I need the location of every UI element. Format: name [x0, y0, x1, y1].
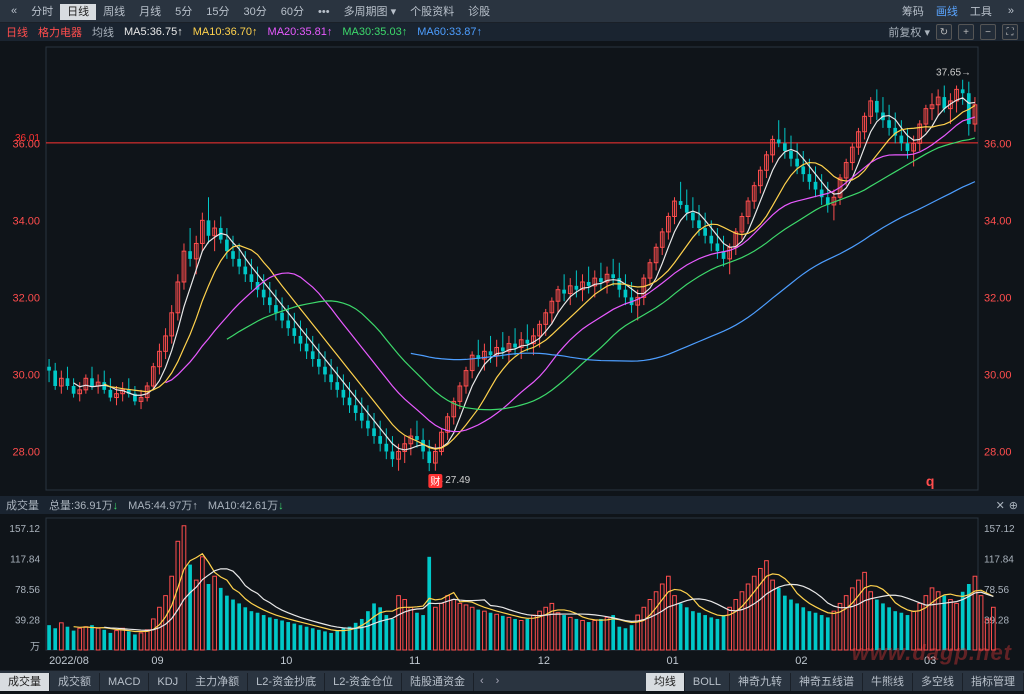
price-info-bar: 日线 格力电器 均线 MA5:36.75↑ MA10:36.70↑ MA20:3… — [0, 23, 1024, 41]
time-label: 11 — [409, 655, 420, 667]
svg-text:36.01: 36.01 — [15, 133, 40, 144]
adjust-mode-dropdown[interactable]: 前复权 ▾ — [888, 24, 930, 40]
svg-text:36.00: 36.00 — [984, 138, 1012, 150]
indicator-tabs: 成交量成交额MACDKDJ主力净额L2-资金抄底L2-资金仓位陆股通资金 ‹ ›… — [0, 670, 1024, 691]
timeframe-tab[interactable]: 周线 — [96, 4, 132, 20]
vol-settings-icon[interactable]: ✕ — [996, 499, 1005, 512]
timeframe-tab[interactable]: 30分 — [237, 4, 274, 20]
overlay-tab[interactable]: 神奇五线谱 — [791, 673, 863, 691]
svg-text:30.00: 30.00 — [984, 369, 1012, 381]
indicator-tab[interactable]: 成交额 — [50, 673, 100, 691]
zoom-in-icon[interactable]: + — [958, 24, 974, 40]
vol-close-icon[interactable]: ⊕ — [1009, 499, 1018, 512]
svg-text:39.28: 39.28 — [984, 616, 1009, 627]
svg-text:34.00: 34.00 — [984, 215, 1012, 227]
ma30-value: MA30:35.03↑ — [342, 26, 407, 38]
svg-text:万: 万 — [30, 642, 40, 653]
time-label: 2022/08 — [49, 655, 89, 667]
timeframe-tab[interactable]: 多周期图 ▾ — [337, 4, 404, 20]
svg-text:117.84: 117.84 — [984, 555, 1014, 566]
svg-text:财: 财 — [430, 475, 440, 488]
collapse-icon[interactable]: « — [4, 3, 24, 19]
indicator-tab[interactable]: KDJ — [149, 673, 187, 691]
volume-info-bar: 成交量 总量:36.91万↓ MA5:44.97万↑ MA10:42.61万↓ … — [0, 496, 1024, 514]
stock-name: 格力电器 — [38, 24, 82, 40]
indicator-tab[interactable]: L2-资金仓位 — [325, 673, 402, 691]
volume-ma10: MA10:42.61万↓ — [208, 497, 284, 513]
overlay-tab[interactable]: 神奇九转 — [730, 673, 791, 691]
overlay-tab[interactable]: 均线 — [646, 673, 685, 691]
watermark: www.dagp.net — [852, 640, 1012, 666]
timeframe-tab[interactable]: 月线 — [132, 4, 168, 20]
zoom-out-icon[interactable]: − — [980, 24, 996, 40]
overlay-tab[interactable]: 指标管理 — [963, 673, 1024, 691]
timeframe-tab[interactable]: 60分 — [274, 4, 311, 20]
svg-text:157.12: 157.12 — [984, 524, 1015, 535]
tool-tab[interactable]: 画线 — [930, 4, 964, 20]
overlay-tab[interactable]: BOLL — [685, 673, 730, 691]
ma60-value: MA60:33.87↑ — [417, 26, 482, 38]
volume-label: 成交量 — [6, 497, 39, 513]
svg-text:30.00: 30.00 — [12, 369, 40, 381]
svg-text:39.28: 39.28 — [15, 616, 40, 627]
ma5-value: MA5:36.75↑ — [124, 26, 183, 38]
ma10-value: MA10:36.70↑ — [193, 26, 258, 38]
timeframe-tab[interactable]: 分时 — [24, 4, 60, 20]
timeframe-tab[interactable]: 5分 — [168, 4, 199, 20]
svg-text:78.56: 78.56 — [15, 585, 40, 596]
volume-ma5: MA5:44.97万↑ — [128, 497, 198, 513]
overlay-tab[interactable]: 多空线 — [913, 673, 963, 691]
indicator-tab[interactable]: 主力净额 — [187, 673, 248, 691]
timeframe-label: 日线 — [6, 24, 28, 40]
fullscreen-icon[interactable]: ⛶ — [1002, 24, 1018, 40]
timeframe-tab[interactable]: 诊股 — [461, 4, 497, 20]
scroll-left-icon[interactable]: ‹ — [474, 672, 490, 690]
expand-icon[interactable]: » — [1002, 3, 1020, 19]
svg-text:157.12: 157.12 — [9, 524, 40, 535]
indicator-tab[interactable]: 成交量 — [0, 673, 50, 691]
volume-total: 总量:36.91万↓ — [49, 497, 118, 513]
time-label: 01 — [666, 655, 678, 667]
svg-text:117.84: 117.84 — [10, 555, 40, 566]
svg-text:q: q — [926, 473, 935, 489]
svg-text:32.00: 32.00 — [984, 292, 1012, 304]
refresh-icon[interactable]: ↻ — [936, 24, 952, 40]
ma-label: 均线 — [92, 24, 114, 40]
timeframe-tab[interactable]: 日线 — [60, 4, 96, 20]
time-label: 12 — [538, 655, 550, 667]
scroll-right-icon[interactable]: › — [490, 672, 506, 690]
indicator-tab[interactable]: MACD — [100, 673, 149, 691]
time-label: 10 — [280, 655, 292, 667]
ma20-value: MA20:35.81↑ — [268, 26, 333, 38]
tool-tab[interactable]: 筹码 — [896, 4, 930, 20]
timeframe-tab[interactable]: ••• — [311, 4, 337, 20]
tool-tab[interactable]: 工具 — [964, 4, 998, 20]
timeframe-tab[interactable]: 个股资料 — [403, 4, 461, 20]
overlay-tab[interactable]: 牛熊线 — [863, 673, 913, 691]
svg-text:37.65→: 37.65→ — [936, 68, 971, 79]
svg-text:32.00: 32.00 — [12, 292, 40, 304]
svg-text:28.00: 28.00 — [12, 446, 40, 458]
indicator-tab[interactable]: L2-资金抄底 — [248, 673, 325, 691]
svg-text:28.00: 28.00 — [984, 446, 1012, 458]
indicator-tab[interactable]: 陆股通资金 — [402, 673, 474, 691]
volume-chart[interactable]: 39.2839.2878.5678.56117.84117.84157.1215… — [0, 514, 1024, 654]
top-toolbar: « 分时日线周线月线5分15分30分60分•••多周期图 ▾个股资料诊股 筹码画… — [0, 0, 1024, 23]
time-label: 02 — [795, 655, 807, 667]
time-label: 09 — [151, 655, 163, 667]
svg-text:34.00: 34.00 — [12, 215, 40, 227]
price-chart[interactable]: 28.00 28.00 30.00 30.00 32.00 32.00 34.00 34.00… — [0, 41, 1024, 496]
timeframe-tab[interactable]: 15分 — [199, 4, 236, 20]
